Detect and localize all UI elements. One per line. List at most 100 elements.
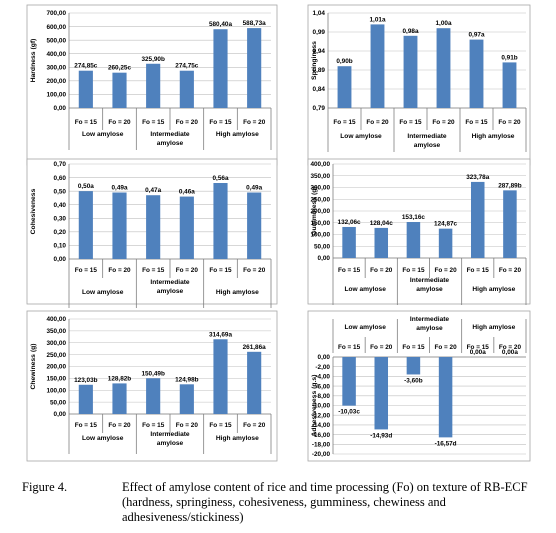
- category-label: Fo = 15: [75, 422, 98, 429]
- y-tick-label: 150,00: [46, 376, 66, 383]
- data-label: 314,69a: [209, 331, 233, 338]
- data-label: 0,49a: [112, 185, 128, 192]
- bar: [247, 192, 262, 259]
- y-tick-label: -8,00: [315, 393, 330, 400]
- bar: [406, 222, 421, 258]
- bar: [406, 357, 421, 375]
- bar: [78, 384, 93, 414]
- category-label: Fo = 15: [467, 344, 490, 351]
- data-label: 0,00a: [502, 349, 518, 356]
- y-tick-label: 500,00: [46, 37, 66, 44]
- y-tick-label: 0,00: [318, 354, 331, 361]
- y-axis-title: Adhesiveness (g.s): [311, 375, 318, 437]
- data-label: -3,60b: [404, 377, 423, 384]
- data-label: 323,78a: [466, 174, 490, 181]
- bar: [146, 195, 161, 259]
- group-label: High amylose: [472, 324, 515, 331]
- y-tick-label: -4,00: [315, 374, 330, 381]
- y-tick-label: 700,00: [46, 10, 66, 17]
- group-label: Intermediate: [407, 133, 447, 140]
- data-label: 0,98a: [403, 28, 419, 35]
- figure-caption: Figure 4. Effect of amylose content of r…: [22, 480, 542, 525]
- category-label: Fo = 20: [243, 267, 266, 274]
- bar: [78, 191, 93, 259]
- bar: [374, 357, 389, 430]
- group-label: High amylose: [472, 286, 515, 293]
- category-label: Fo = 15: [338, 344, 361, 351]
- category-label: Fo = 15: [467, 267, 490, 274]
- y-tick-label: 50,00: [314, 243, 330, 250]
- y-tick-label: 0,84: [313, 86, 326, 93]
- category-label: Fo = 15: [142, 267, 165, 274]
- y-tick-label: 100,00: [46, 92, 66, 99]
- data-label: 0,46a: [179, 189, 195, 196]
- category-label: Fo = 15: [209, 267, 232, 274]
- data-label: 0,91b: [501, 54, 517, 61]
- bar: [337, 66, 352, 108]
- texture-charts: 0,00 100,00 200,00 300,00 400,00 500,00 600,00…: [26, 4, 531, 462]
- bar: [213, 339, 228, 414]
- y-tick-label: -16,00: [312, 432, 331, 439]
- y-tick-label: 300,00: [46, 340, 66, 347]
- category-label: Fo = 20: [243, 119, 266, 126]
- y-tick-label: 100,00: [310, 232, 330, 239]
- bar: [146, 63, 161, 108]
- group-label: amylose: [157, 140, 184, 147]
- data-label: 274,75c: [175, 63, 199, 70]
- category-label: Fo = 15: [338, 267, 361, 274]
- data-label: 260,25c: [108, 65, 132, 72]
- bar: [342, 357, 356, 406]
- y-tick-label: 400,00: [46, 51, 66, 58]
- y-axis-title: Gumminess (g): [311, 186, 318, 235]
- bar: [213, 183, 228, 259]
- data-label: 261,86a: [243, 344, 267, 351]
- group-label: Low amylose: [82, 435, 124, 442]
- category-label: Fo = 15: [209, 422, 232, 429]
- data-label: 0,50a: [78, 183, 94, 190]
- y-tick-label: 200,00: [46, 364, 66, 371]
- category-label: Fo = 15: [465, 119, 488, 126]
- y-tick-label: 0,94: [313, 48, 326, 55]
- category-label: Fo = 20: [498, 119, 521, 126]
- bar: [469, 39, 484, 108]
- bar: [503, 190, 517, 258]
- category-label: Fo = 15: [142, 422, 165, 429]
- category-label: Fo = 15: [333, 119, 356, 126]
- data-label: 123,03b: [74, 377, 98, 384]
- group-label: Low amylose: [344, 324, 386, 331]
- bar: [247, 28, 262, 108]
- y-tick-label: -12,00: [312, 412, 331, 419]
- data-label: 0,49a: [246, 185, 262, 192]
- y-tick-label: 0,30: [54, 215, 67, 222]
- bar: [342, 226, 356, 258]
- bar: [370, 24, 385, 108]
- group-label: Intermediate: [410, 277, 450, 284]
- group-label: amylose: [414, 142, 441, 149]
- group-label: Intermediate: [150, 131, 190, 138]
- group-label: Intermediate: [150, 431, 190, 438]
- y-tick-label: 250,00: [310, 196, 330, 203]
- category-label: Fo = 15: [142, 119, 165, 126]
- y-tick-label: 200,00: [310, 208, 330, 215]
- category-label: Fo = 20: [366, 119, 389, 126]
- bar: [112, 192, 127, 259]
- group-label: Low amylose: [340, 133, 382, 140]
- data-label: -16,57d: [435, 440, 457, 447]
- data-label: 0,90b: [336, 58, 352, 65]
- chart-panel: 0,79 0,84 0,89 0,94 0,99 1,04 Springiness 0,90b…: [307, 4, 531, 166]
- data-label: 153,16c: [402, 214, 426, 221]
- category-label: Fo = 20: [432, 119, 455, 126]
- y-tick-label: 400,00: [310, 161, 330, 168]
- data-label: 128,82b: [108, 375, 132, 382]
- category-label: Fo = 15: [402, 267, 425, 274]
- chart-panel: 0,00 -2,00 -4,00 -6,00 -8,00 -10,00 -12,00 -14,…: [307, 310, 531, 462]
- y-tick-label: 350,00: [310, 173, 330, 180]
- data-label: 1,00a: [436, 20, 452, 27]
- y-tick-label: 1,04: [313, 10, 326, 17]
- y-tick-label: 300,00: [310, 185, 330, 192]
- y-tick-label: 0,10: [54, 243, 67, 250]
- y-tick-label: -14,00: [312, 422, 331, 429]
- bar: [247, 351, 262, 414]
- bar: [146, 378, 161, 414]
- y-tick-label: 50,00: [50, 399, 66, 406]
